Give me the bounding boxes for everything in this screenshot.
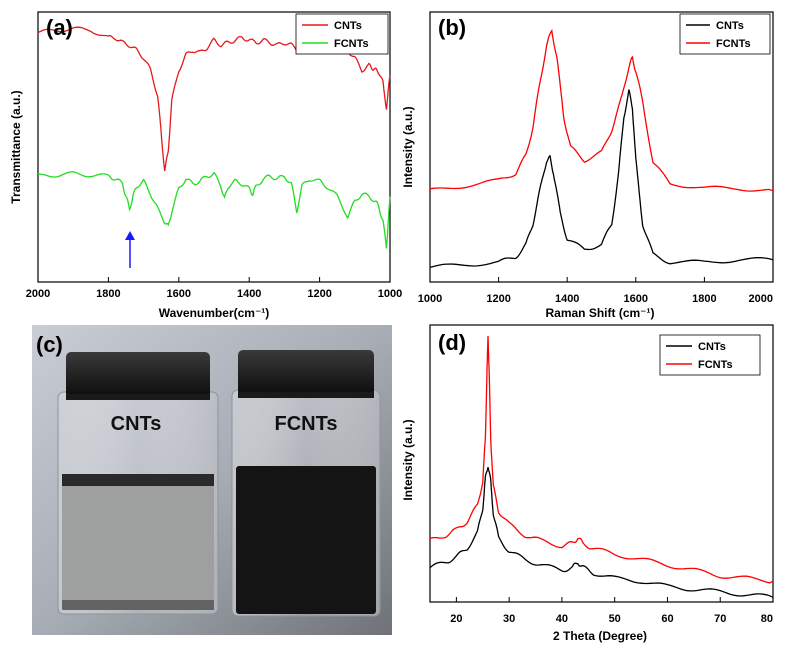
vial-left-label: CNTs — [111, 413, 162, 435]
xrd-x-tick-label: 20 — [450, 613, 462, 625]
ftir-x-axis-label: Wavenumber(cm⁻¹) — [159, 306, 270, 320]
xrd-series-fcnts — [429, 335, 774, 584]
ftir-x-tick-label: 2000 — [26, 288, 50, 300]
ftir-x-tick-label: 1600 — [167, 288, 191, 300]
xrd-legend: CNTs FCNTs — [659, 334, 761, 376]
panel-c-label: (c) — [36, 332, 63, 357]
xrd-legend-fcnts: FCNTs — [698, 359, 733, 371]
xrd-plot-frame — [429, 324, 774, 603]
raman-x-tick-label: 1800 — [692, 293, 716, 305]
raman-series-cnts — [429, 89, 774, 269]
vial-cnts-surface-layer — [62, 474, 214, 486]
vial-right-label: FCNTs — [275, 413, 338, 435]
xrd-legend-box — [659, 334, 761, 376]
xrd-series-group — [429, 335, 774, 598]
ftir-annotation-arrow — [125, 231, 135, 268]
raman-legend-box — [679, 13, 771, 55]
ftir-x-tick-label: 1800 — [96, 288, 120, 300]
vial-fcnts — [231, 350, 381, 617]
raman-legend-cnts: CNTs — [716, 20, 744, 32]
vial-fcnts-liquid — [236, 466, 376, 614]
ftir-series-group — [37, 26, 391, 249]
raman-plot-frame — [429, 11, 774, 283]
ftir-series-cnts — [37, 26, 391, 172]
vial-photo: CNTs FCNTs (c) — [32, 325, 392, 635]
raman-x-axis-label: Raman Shift (cm⁻¹) — [545, 306, 654, 320]
ftir-y-axis-label: Transmittance (a.u.) — [9, 90, 23, 203]
raman-x-tick-label: 1400 — [555, 293, 579, 305]
ftir-x-tick-label: 1400 — [237, 288, 261, 300]
vial-cnts — [57, 352, 219, 615]
ftir-x-tick-label: 1000 — [378, 288, 402, 300]
ftir-chart: 2000 1800 1600 1400 1200 1000 (a) Wavenumber(… — [9, 11, 402, 320]
xrd-chart: 20 30 40 50 60 70 80 (d) 2 Theta (Degree) Inte… — [401, 324, 774, 643]
panel-a-label: (a) — [46, 15, 73, 40]
raman-x-tick-label: 1600 — [624, 293, 648, 305]
ftir-legend: CNTs FCNTs — [295, 13, 389, 55]
xrd-x-tick-label: 50 — [609, 613, 621, 625]
ftir-plot-frame — [37, 11, 391, 283]
raman-legend: CNTs FCNTs — [679, 13, 771, 55]
xrd-x-tick-label: 70 — [714, 613, 726, 625]
raman-series-group — [429, 28, 774, 269]
vial-fcnts-cap — [238, 350, 374, 396]
xrd-x-tick-label: 80 — [761, 613, 773, 625]
raman-x-tick-label: 1000 — [418, 293, 442, 305]
ftir-legend-box — [295, 13, 389, 55]
xrd-y-axis-label: Intensity (a.u.) — [401, 419, 415, 500]
vial-cnts-liquid — [62, 484, 214, 610]
vial-cnts-cap-rim — [66, 394, 210, 400]
raman-series-fcnts — [429, 28, 774, 192]
ftir-x-tick-label: 1200 — [307, 288, 331, 300]
raman-chart: 1000 1200 1400 1600 1800 2000 (b) Raman Shift… — [401, 11, 774, 320]
xrd-legend-cnts: CNTs — [698, 341, 726, 353]
ftir-legend-fcnts: FCNTs — [334, 38, 369, 50]
xrd-x-tick-label: 30 — [503, 613, 515, 625]
vial-fcnts-cap-rim — [238, 392, 374, 398]
vial-cnts-sediment — [62, 600, 214, 610]
ftir-legend-cnts: CNTs — [334, 20, 362, 32]
raman-y-axis-label: Intensity (a.u.) — [401, 106, 415, 187]
panel-d-label: (d) — [438, 330, 466, 355]
xrd-x-tick-label: 60 — [661, 613, 673, 625]
panel-b-label: (b) — [438, 15, 466, 40]
raman-legend-fcnts: FCNTs — [716, 38, 751, 50]
xrd-x-axis-label: 2 Theta (Degree) — [553, 629, 647, 643]
ftir-x-ticks: 2000 1800 1600 1400 1200 1000 — [26, 277, 402, 300]
raman-x-tick-label: 1200 — [486, 293, 510, 305]
xrd-x-tick-label: 40 — [556, 613, 568, 625]
xrd-x-ticks: 20 30 40 50 60 70 80 — [450, 597, 774, 625]
raman-x-tick-label: 2000 — [749, 293, 773, 305]
vial-cnts-cap — [66, 352, 210, 398]
raman-x-ticks: 1000 1200 1400 1600 1800 2000 — [418, 277, 774, 305]
xrd-series-cnts — [429, 466, 774, 598]
ftir-series-fcnts — [37, 171, 391, 249]
